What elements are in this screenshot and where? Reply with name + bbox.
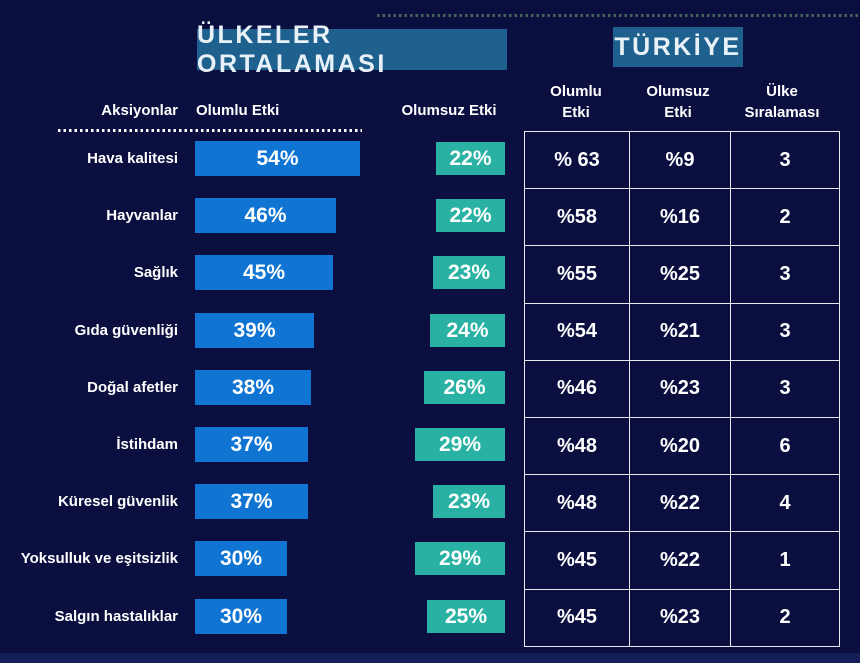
action-label: Küresel güvenlik [57,493,178,510]
top-dotted-line [377,14,860,17]
turkey-positive-cell: %48 [524,416,630,476]
positive-impact-bar: 45% [195,255,333,290]
turkey-negative-cell: %25 [629,245,731,304]
action-label: Hava kalitesi [87,150,178,167]
turkey-rank-cell: 3 [730,130,840,190]
turkey-rank-cell: 1 [730,531,840,590]
turkey-header-positive-line2: Etki [562,104,590,121]
turkey-negative-cell: %9 [629,130,731,190]
turkey-positive-cell: %58 [524,188,630,247]
action-label: İstihdam [116,436,178,453]
positive-impact-bar: 37% [195,427,308,462]
negative-impact-box: 25% [427,600,505,633]
turkey-header-negative-line1: Olumsuz [646,83,710,100]
turkey-negative-cell: %22 [629,474,731,533]
negative-impact-box: 23% [433,256,505,289]
countries-average-header: ÜLKELER ORTALAMASI [197,21,507,78]
positive-impact-bar: 54% [195,141,360,176]
turkey-rank-cell: 3 [730,359,840,418]
positive-impact-bar: 38% [195,370,311,405]
turkey-header: TÜRKİYE [613,27,743,67]
turkey-negative-cell: %16 [629,188,731,247]
turkey-header-positive-line1: Olumlu [550,83,602,100]
turkey-table-row: %48 %20 6 [524,416,840,476]
turkey-positive-cell: %54 [524,302,630,361]
header-dotted-separator [58,129,362,132]
column-header-positive: Olumlu Etki [196,102,280,119]
action-label: Salgın hastalıklar [54,608,178,625]
action-label: Hayvanlar [106,207,178,224]
turkey-positive-cell: %48 [524,474,630,533]
turkey-table-row: %54 %21 3 [524,302,840,361]
turkey-rank-cell: 3 [730,245,840,304]
turkey-table-row: %48 %22 4 [524,474,840,533]
turkey-header-negative-line2: Etki [664,104,692,121]
turkey-header-rank-line2: Sıralaması [744,104,820,121]
positive-impact-bar: 30% [195,541,287,576]
turkey-header-rank-line1: Ülke [766,83,798,100]
positive-impact-bar: 39% [195,313,314,348]
turkey-negative-cell: %23 [629,359,731,418]
turkey-column-header-rank: Ülke Sıralaması [728,81,836,123]
turkey-negative-cell: %23 [629,588,731,647]
turkey-table-row: %55 %25 3 [524,245,840,304]
turkey-column-header-negative: Olumsuz Etki [628,81,728,123]
action-label: Sağlık [133,264,178,281]
turkey-rank-cell: 2 [730,588,840,647]
negative-impact-box: 22% [436,199,505,232]
turkey-negative-cell: %21 [629,302,731,361]
turkey-table-row: %45 %23 2 [524,588,840,647]
turkey-negative-cell: %22 [629,531,731,590]
turkey-positive-cell: % 63 [524,130,630,190]
turkey-column-header-positive: Olumlu Etki [524,81,628,123]
turkey-table: % 63 %9 3 %58 %16 2 %55 %25 3 %54 %21 3 %46 %23 3 %48 %2… [524,130,840,647]
action-label: Yoksulluk ve eşitsizlik [20,550,178,567]
turkey-positive-cell: %55 [524,245,630,304]
turkey-positive-cell: %45 [524,588,630,647]
action-label: Doğal afetler [87,379,178,396]
turkey-positive-cell: %46 [524,359,630,418]
negative-impact-box: 22% [436,142,505,175]
bottom-accent-band [0,653,860,663]
turkey-table-row: %45 %22 1 [524,531,840,590]
turkey-rank-cell: 6 [730,416,840,476]
column-header-actions: Aksiyonlar [101,102,178,119]
turkey-table-row: %58 %16 2 [524,188,840,247]
turkey-table-row: %46 %23 3 [524,359,840,418]
positive-impact-bar: 30% [195,599,287,634]
turkey-rank-cell: 2 [730,188,840,247]
column-header-negative: Olumsuz Etki [401,102,497,119]
negative-impact-box: 26% [424,371,505,404]
turkey-rank-cell: 4 [730,474,840,533]
positive-impact-bar: 46% [195,198,336,233]
action-label: Gıda güvenliği [74,322,178,339]
turkey-rank-cell: 3 [730,302,840,361]
turkey-positive-cell: %45 [524,531,630,590]
negative-impact-box: 29% [415,542,505,575]
negative-impact-box: 23% [433,485,505,518]
turkey-negative-cell: %20 [629,416,731,476]
positive-impact-bar: 37% [195,484,308,519]
negative-impact-box: 29% [415,428,505,461]
turkey-table-row: % 63 %9 3 [524,130,840,190]
negative-impact-box: 24% [430,314,505,347]
